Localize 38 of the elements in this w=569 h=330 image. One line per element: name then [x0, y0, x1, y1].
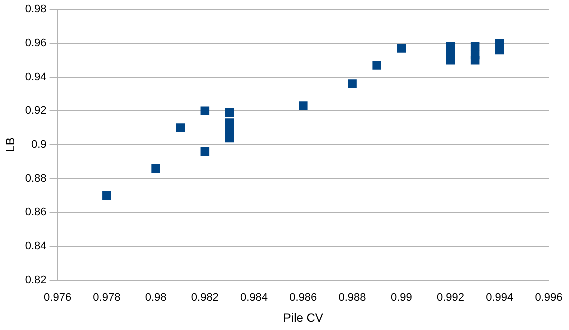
- point: [176, 124, 185, 132]
- point: [446, 42, 456, 52]
- x-axis-title: Pile CV: [283, 311, 324, 326]
- y-tick-label: 0.98: [25, 4, 47, 16]
- y-tick-label: 0.82: [25, 274, 47, 286]
- x-tick-label: 0.978: [93, 292, 121, 304]
- y-tick-label: 0.84: [25, 240, 47, 253]
- x-tick-label: 0.98: [145, 292, 167, 304]
- point: [446, 50, 456, 60]
- y-tick-label: 0.92: [25, 105, 47, 118]
- point: [372, 61, 382, 70]
- x-tick-label: 0.976: [44, 292, 72, 304]
- x-tick-label: 0.996: [535, 292, 563, 304]
- y-tick-label: 0.86: [25, 206, 47, 219]
- y-tick-label: 0.96: [25, 37, 47, 50]
- x-tick-label: 0.992: [436, 292, 465, 304]
- x-tick-label: 0.994: [486, 292, 514, 304]
- y-axis-title: LB: [4, 138, 18, 152]
- point: [470, 50, 480, 60]
- point: [152, 164, 160, 174]
- point: [200, 106, 210, 116]
- point: [225, 134, 234, 143]
- point: [299, 102, 308, 110]
- y-tick-label: 0.88: [25, 172, 47, 185]
- point: [470, 42, 480, 52]
- y-tick-label: 0.94: [25, 71, 47, 84]
- x-tick-label: 0.986: [290, 292, 318, 304]
- point: [225, 108, 234, 118]
- point: [397, 44, 406, 53]
- point: [495, 39, 504, 48]
- x-tick-label: 0.982: [191, 292, 219, 304]
- x-tick-label: 0.988: [338, 292, 366, 304]
- y-tick-label: 0.9: [32, 139, 47, 152]
- x-tick-label: 0.99: [390, 292, 412, 304]
- point: [102, 191, 112, 200]
- point: [200, 147, 210, 156]
- point: [348, 80, 357, 88]
- x-tick-label: 0.984: [240, 292, 268, 304]
